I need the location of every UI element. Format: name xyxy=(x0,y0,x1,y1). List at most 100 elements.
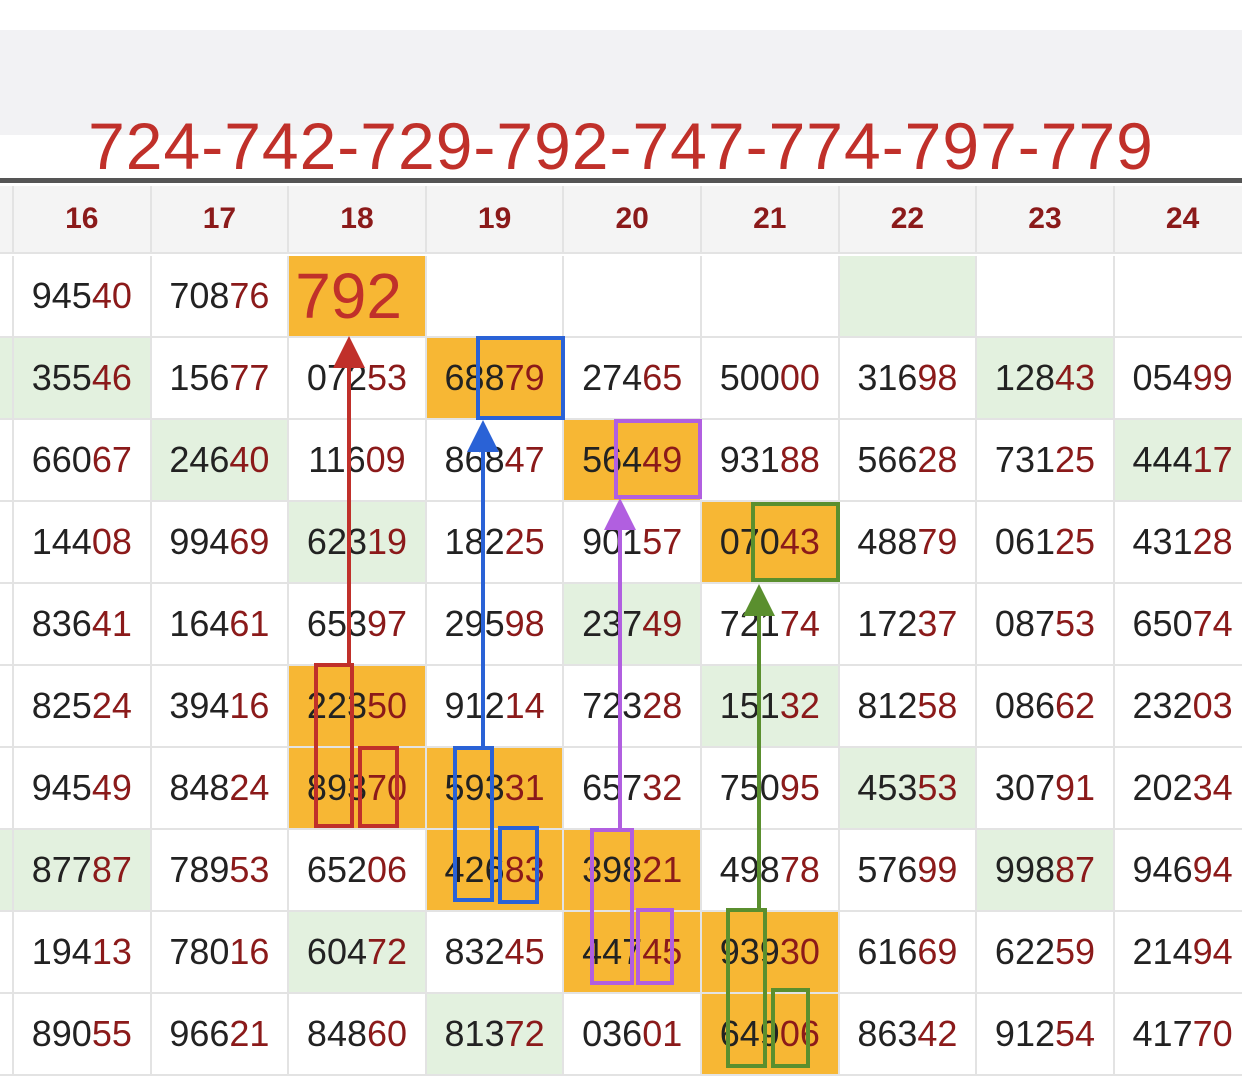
digit-tail: 28 xyxy=(1192,521,1233,562)
digit-tail: 06 xyxy=(367,849,408,890)
table-cell: 832 45 xyxy=(426,912,565,994)
digit-tail: 88 xyxy=(779,439,820,480)
digit-tail: 53 xyxy=(367,357,408,398)
column-header: 24 xyxy=(1114,186,1242,254)
table-cell: 750 95 xyxy=(702,748,840,830)
digit-tail: 14 xyxy=(504,685,545,726)
digit-tail: 94 xyxy=(1192,849,1233,890)
digit-tail: 42 xyxy=(917,1013,958,1054)
digit-tail: 16 xyxy=(229,685,270,726)
digit-tail: 98 xyxy=(504,603,545,644)
digit-tail: 41 xyxy=(91,603,132,644)
column-header: 23 xyxy=(977,186,1115,254)
table-cell: 164 61 xyxy=(151,584,290,666)
digit-tail: 58 xyxy=(917,685,958,726)
table-cell: 792 xyxy=(289,256,427,338)
digit-tail: 45 xyxy=(642,931,683,972)
table-cell xyxy=(839,256,978,338)
table-cell: 836 41 xyxy=(14,584,152,666)
row-stub xyxy=(0,830,14,912)
digit-tail: 49 xyxy=(91,767,132,808)
table-cell: 945 40 xyxy=(14,256,152,338)
table-cell: 660 67 xyxy=(14,420,152,502)
table-cell: 912 14 xyxy=(426,666,565,748)
digit-tail: 47 xyxy=(504,439,545,480)
table-cell: 604 72 xyxy=(289,912,427,994)
divider xyxy=(0,178,1242,183)
table-cell: 998 87 xyxy=(977,830,1115,912)
table-cell: 151 32 xyxy=(702,666,840,748)
digit-tail: 49 xyxy=(642,439,683,480)
table-cell: 994 69 xyxy=(151,502,290,584)
table-cell: 566 28 xyxy=(839,420,978,502)
row-stub xyxy=(0,994,14,1076)
table-cell: 825 24 xyxy=(14,666,152,748)
table-cell: 564 49 xyxy=(564,420,702,502)
digit-tail: 40 xyxy=(91,275,132,316)
table-cell: 708 76 xyxy=(151,256,290,338)
digit-tail: 24 xyxy=(91,685,132,726)
table-cell: 912 54 xyxy=(977,994,1115,1076)
table-cell: 172 37 xyxy=(839,584,978,666)
table-cell: 946 94 xyxy=(1114,830,1242,912)
table-cell: 498 78 xyxy=(702,830,840,912)
digit-tail: 30 xyxy=(779,931,820,972)
table-cell: 780 16 xyxy=(151,912,290,994)
table-cell: 653 97 xyxy=(289,584,427,666)
digit-tail: 24 xyxy=(229,767,270,808)
column-header: 21 xyxy=(702,186,840,254)
table-cell: 232 03 xyxy=(1114,666,1242,748)
digit-tail: 53 xyxy=(917,767,958,808)
table-cell: 214 94 xyxy=(1114,912,1242,994)
digit-tail: 03 xyxy=(1192,685,1233,726)
table-cell: 144 08 xyxy=(14,502,152,584)
column-header: 18 xyxy=(289,186,427,254)
table-cell: 893 70 xyxy=(289,748,427,830)
table-cell: 649 06 xyxy=(702,994,840,1076)
digit-tail: 31 xyxy=(504,767,545,808)
table-cell: 086 62 xyxy=(977,666,1115,748)
blue-annotation xyxy=(453,336,565,904)
digit-tail: 28 xyxy=(642,685,683,726)
table-cell: 128 43 xyxy=(977,338,1115,420)
column-header: 22 xyxy=(839,186,978,254)
red-annotation xyxy=(314,336,399,828)
table-cell: 623 19 xyxy=(289,502,427,584)
digit-tail: 34 xyxy=(1192,767,1233,808)
table-cell: 890 55 xyxy=(14,994,152,1076)
digit-tail: 43 xyxy=(1055,357,1096,398)
digit-tail: 57 xyxy=(642,521,683,562)
table-cell: 307 91 xyxy=(977,748,1115,830)
row-stub xyxy=(0,420,14,502)
digit-tail: 13 xyxy=(91,931,132,972)
table-cell: 813 72 xyxy=(426,994,565,1076)
digit-tail: 00 xyxy=(779,357,820,398)
table-cell: 116 09 xyxy=(289,420,427,502)
table-cell: 812 58 xyxy=(839,666,978,748)
digit-tail: 37 xyxy=(917,603,958,644)
table-cell: 848 60 xyxy=(289,994,427,1076)
digit-tail: 79 xyxy=(504,357,545,398)
digit-tail: 16 xyxy=(229,931,270,972)
table-cell: 721 74 xyxy=(702,584,840,666)
digit-tail: 25 xyxy=(504,521,545,562)
digit-tail: 62 xyxy=(1055,685,1096,726)
table-cell: 316 98 xyxy=(839,338,978,420)
digit-tail: 50 xyxy=(367,685,408,726)
table-cell: 877 87 xyxy=(14,830,152,912)
digit-tail: 87 xyxy=(1055,849,1096,890)
table-cell: 295 98 xyxy=(426,584,565,666)
table-cell: 931 88 xyxy=(702,420,840,502)
digit-tail: 21 xyxy=(642,849,683,890)
table-cell: 453 53 xyxy=(839,748,978,830)
table-cell: 622 59 xyxy=(977,912,1115,994)
column-header: 16 xyxy=(14,186,152,254)
digit-tail: 43 xyxy=(779,521,820,562)
digit-tail: 61 xyxy=(229,603,270,644)
digit-tail: 79 xyxy=(917,521,958,562)
table-cell: 036 01 xyxy=(564,994,702,1076)
digit-tail: 06 xyxy=(779,1013,820,1054)
table-cell: 939 30 xyxy=(702,912,840,994)
digit-tail: 91 xyxy=(1055,767,1096,808)
